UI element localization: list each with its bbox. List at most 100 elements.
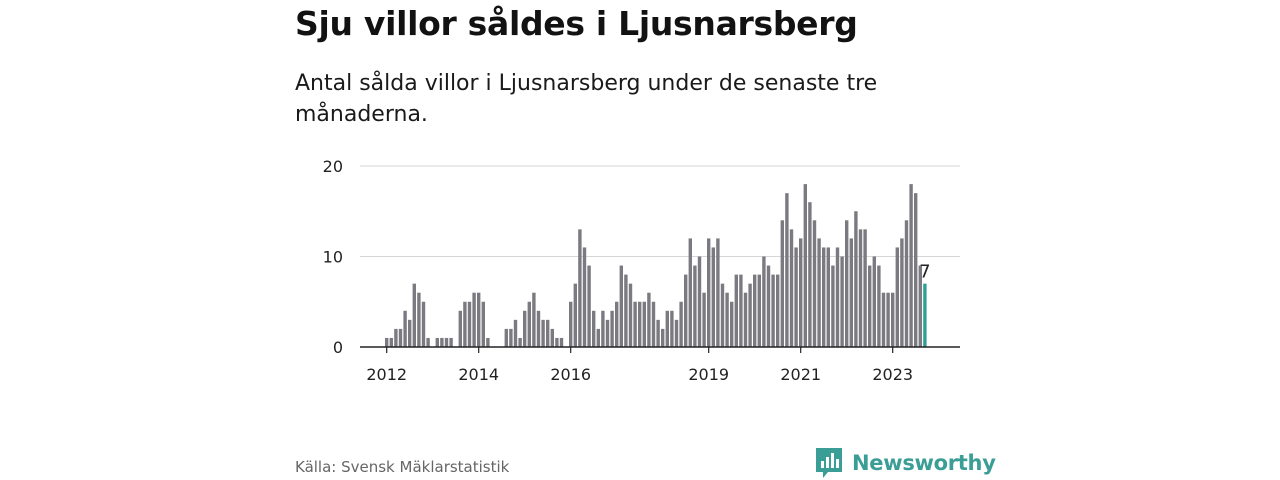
bar [868,265,872,347]
bar [665,310,669,347]
bar [444,337,449,347]
bar [789,229,794,347]
bar [817,238,821,347]
bar [835,247,840,347]
bar [684,274,688,347]
bar [914,193,918,347]
x-tick-label: 2019 [688,365,729,384]
newsworthy-logo-icon [816,448,842,478]
bar [812,220,817,347]
bar [513,319,518,347]
bar [822,247,826,347]
bar [610,310,614,347]
bar [753,274,757,347]
brand-name: Newsworthy [852,451,996,475]
x-tick-label: 2014 [458,365,499,384]
bar [421,301,426,347]
bar [743,292,748,347]
bar [408,319,412,347]
bar [385,337,389,347]
y-tick-label: 10 [323,248,343,267]
bar [877,265,881,347]
bar [546,319,550,347]
bar [587,265,591,347]
bar [679,301,683,347]
bar [776,274,780,347]
bar [730,301,734,347]
bar [555,337,559,347]
bar [481,301,485,347]
bar [541,319,545,347]
bar [849,238,853,347]
bar [785,193,789,347]
data-label-latest: 7 [919,262,930,283]
axes: 0 10 20 2012 2014 2016 2019 2021 2023 7 [323,157,960,384]
bar [918,265,922,347]
bar [762,256,766,347]
gridlines [360,165,960,257]
source-note: Källa: Svensk Mäklarstatistik [295,458,510,476]
bar [619,265,623,347]
bar [472,292,476,347]
bar [523,310,527,347]
bar [504,328,508,347]
bar [596,328,600,347]
bar [739,274,743,347]
bar [674,319,679,347]
bar [688,238,692,347]
bar [670,310,674,347]
bar [426,337,430,347]
bar [734,274,738,347]
bar [826,247,830,347]
bar [628,283,633,347]
bar [518,337,522,347]
bar [697,256,702,347]
bar [799,238,803,347]
bar [412,283,416,347]
x-tick-label: 2023 [872,365,913,384]
x-tick-label: 2016 [550,365,591,384]
bar [780,220,784,347]
bar [633,301,637,347]
bar [840,256,844,347]
bar [895,247,899,347]
bar-highlighted [923,283,927,347]
bar [615,301,619,347]
bar [647,292,651,347]
bars [385,184,927,347]
bar [845,220,849,347]
bar [467,301,472,347]
bar [766,265,771,347]
bar [389,337,393,347]
bar [725,292,729,347]
bar [559,337,564,347]
bar [569,301,573,347]
bar [651,301,656,347]
bar [527,301,531,347]
bar [550,328,554,347]
bar [757,274,761,347]
bar [794,247,798,347]
bar [771,274,775,347]
bar [440,337,444,347]
bar [891,292,895,347]
bar [509,328,513,347]
chart-title: Sju villor såldes i Ljusnarsberg [295,4,858,43]
bar [803,184,807,347]
bar [435,337,439,347]
bar [458,310,462,347]
bar [702,292,706,347]
bar [477,292,481,347]
y-tick-label: 0 [333,338,343,357]
bar [403,310,407,347]
bar [693,265,697,347]
bar [449,337,453,347]
chart-subtitle: Antal sålda villor i Ljusnarsberg under … [295,71,878,127]
bar [886,292,890,347]
newsworthy-logo: Newsworthy [814,446,996,480]
bar [463,301,467,347]
bar [573,283,577,347]
bar [582,247,587,347]
bar [808,202,812,347]
bar [578,229,582,347]
